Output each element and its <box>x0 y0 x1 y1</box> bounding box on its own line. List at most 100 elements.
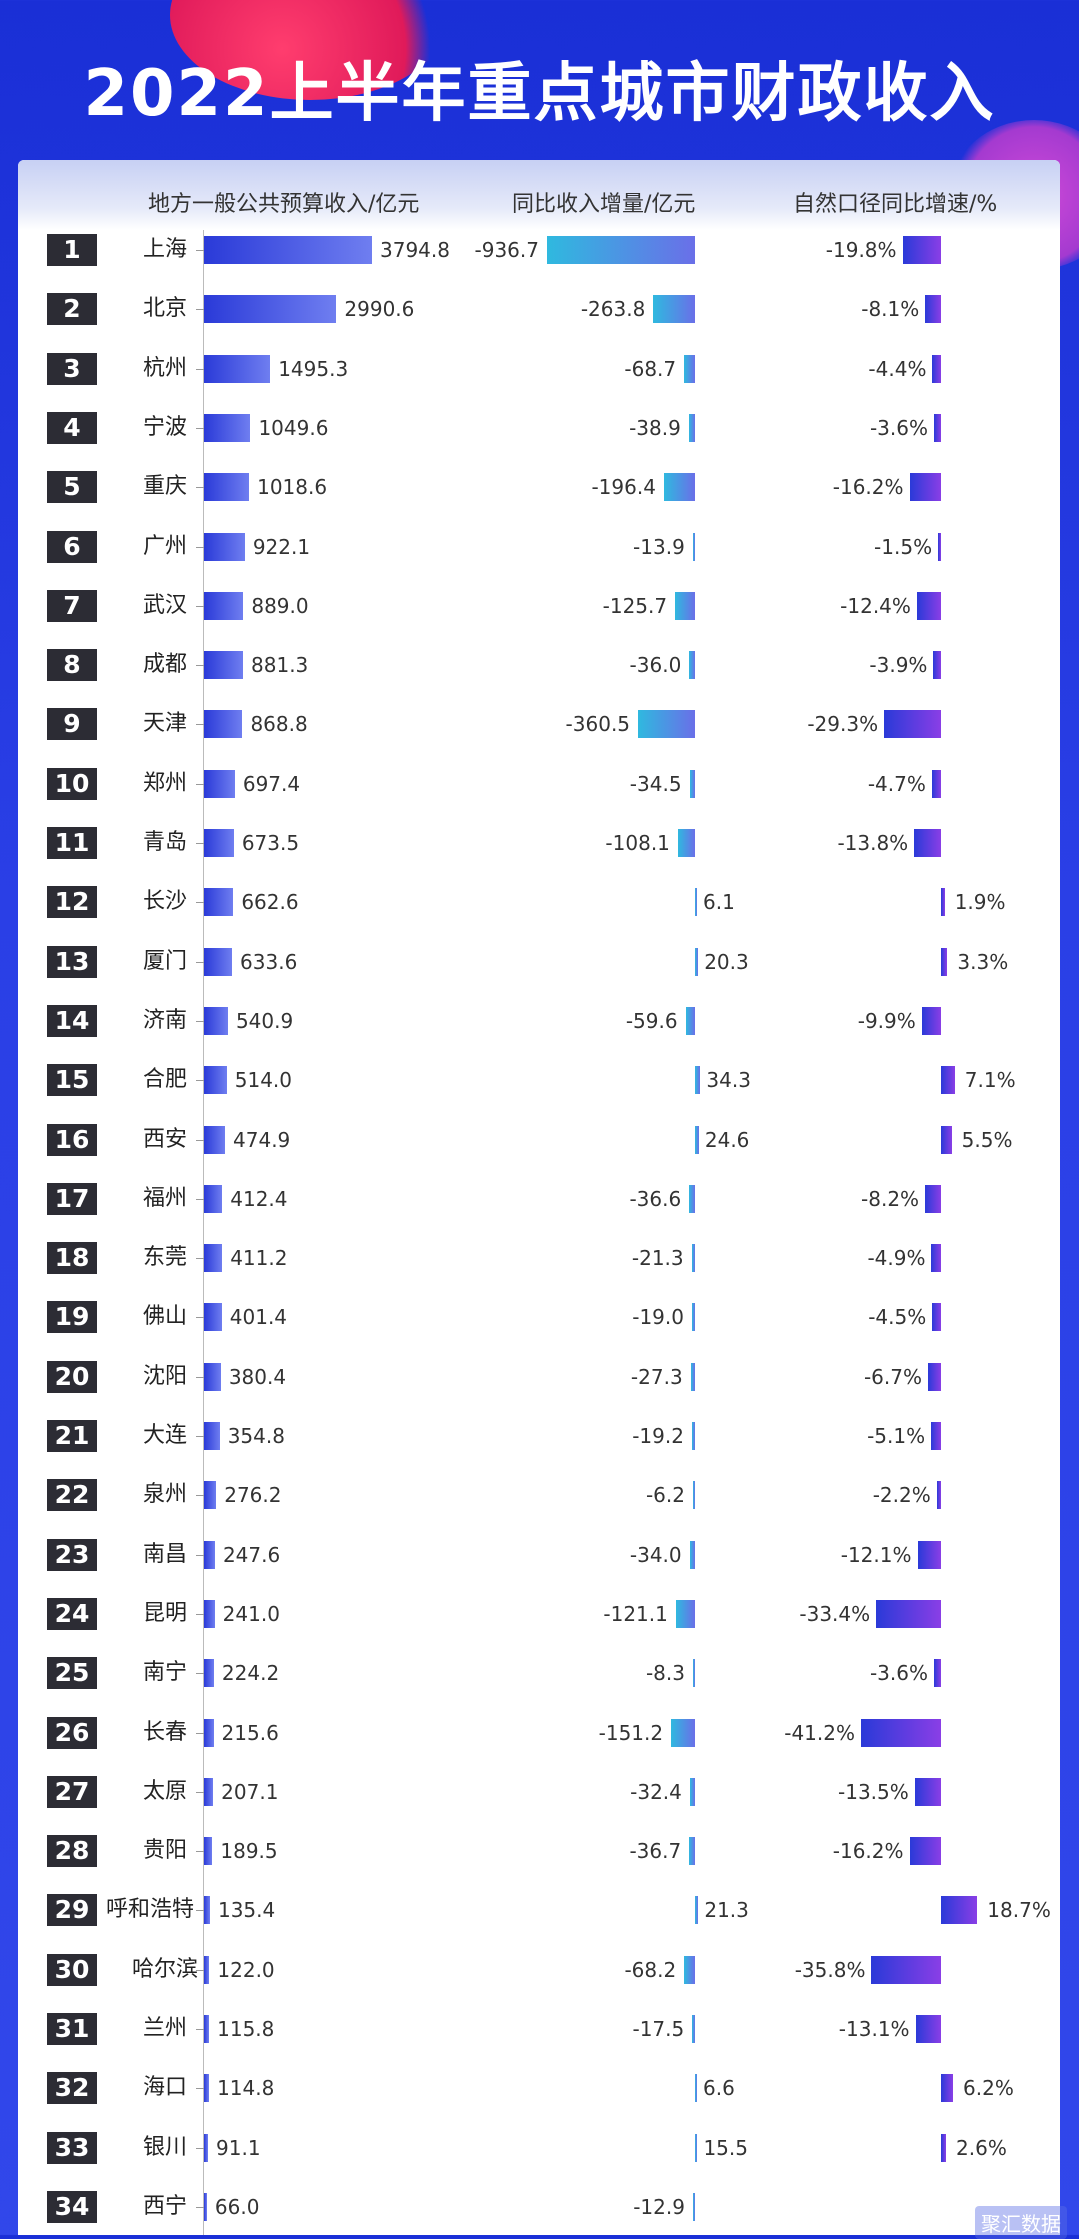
increase-value: -19.0 <box>632 1305 684 1330</box>
growth-bar <box>909 473 941 502</box>
increase-value: -125.7 <box>602 593 668 618</box>
increase-bar <box>547 236 695 264</box>
revenue-bar <box>204 473 250 502</box>
revenue-value: 66.0 <box>214 2194 260 2219</box>
growth-value: -4.5% <box>868 1305 927 1330</box>
city-name: 昆明 <box>142 1600 187 1626</box>
axis-tick <box>196 783 206 785</box>
increase-value: -108.1 <box>605 831 670 855</box>
city-name: 成都 <box>142 652 187 678</box>
revenue-bar <box>204 1837 213 1866</box>
axis-tick <box>196 2029 206 2030</box>
growth-bar <box>876 1599 941 1628</box>
city-name: 宁波 <box>142 414 187 440</box>
increase-bar <box>693 1659 695 1688</box>
axis-tick <box>196 1080 206 1082</box>
growth-bar <box>909 1837 941 1866</box>
city-name: 呼和浩特 <box>105 1897 194 1923</box>
axis-tick <box>196 1791 206 1793</box>
city-name: 厦门 <box>142 948 187 974</box>
growth-bar <box>916 591 941 620</box>
increase-value: -59.6 <box>625 1008 678 1033</box>
revenue-bar <box>204 888 234 917</box>
growth-bar <box>941 1066 955 1095</box>
revenue-value: 354.8 <box>227 1424 285 1448</box>
increase-bar <box>695 2074 697 2103</box>
city-name: 广州 <box>142 533 187 559</box>
rank-badge: 24 <box>47 1597 97 1630</box>
increase-bar <box>677 829 695 857</box>
growth-value: -5.1% <box>867 1424 926 1448</box>
increase-value: 6.1 <box>703 890 735 915</box>
revenue-value: 1018.6 <box>257 475 328 500</box>
axis-tick <box>196 1732 206 1734</box>
rank-badge: 4 <box>47 411 97 444</box>
growth-value: 5.5% <box>961 1127 1013 1152</box>
revenue-bar <box>204 413 251 442</box>
city-name: 佛山 <box>142 1304 187 1330</box>
revenue-bar <box>204 651 244 680</box>
growth-value: -12.4% <box>840 593 911 618</box>
axis-tick <box>196 1317 206 1319</box>
increase-value: 6.6 <box>703 2076 735 2101</box>
revenue-value: 673.5 <box>241 831 300 855</box>
growth-value: -16.2% <box>832 475 904 500</box>
axis-tick <box>196 724 206 726</box>
increase-bar <box>675 1599 695 1628</box>
revenue-bar <box>204 236 372 264</box>
rank-badge: 29 <box>47 1894 97 1927</box>
increase-value: -12.9 <box>633 2194 685 2219</box>
revenue-value: 241.0 <box>222 1601 280 1626</box>
growth-bar <box>921 1006 941 1035</box>
growth-bar <box>932 354 941 383</box>
increase-value: -19.2 <box>632 1424 684 1448</box>
revenue-value: 135.4 <box>217 1898 276 1923</box>
rank-badge: 21 <box>47 1420 97 1452</box>
increase-bar <box>692 532 695 561</box>
revenue-bar <box>204 2133 209 2162</box>
axis-tick <box>196 1910 206 1912</box>
rank-badge: 14 <box>47 1004 97 1037</box>
rank-badge: 8 <box>47 649 97 682</box>
axis-tick <box>196 1613 206 1615</box>
increase-value: 24.6 <box>704 1127 750 1152</box>
city-name: 兰州 <box>142 2016 187 2041</box>
rank-badge: 34 <box>47 2190 97 2223</box>
rank-badge: 31 <box>47 2013 97 2045</box>
increase-bar <box>653 295 695 324</box>
axis-tick <box>196 902 206 904</box>
city-name: 济南 <box>142 1007 187 1033</box>
growth-value: -1.5% <box>874 534 933 559</box>
city-name: 长沙 <box>142 889 187 915</box>
growth-value: -13.8% <box>837 831 909 855</box>
revenue-bar <box>204 947 233 976</box>
city-name: 南宁 <box>142 1660 187 1686</box>
growth-value: -13.1% <box>838 2017 910 2041</box>
growth-bar <box>925 295 941 324</box>
city-name: 天津 <box>142 711 187 737</box>
increase-value: -36.7 <box>629 1839 682 1864</box>
growth-bar <box>914 1777 941 1806</box>
growth-value: -9.9% <box>857 1008 916 1033</box>
increase-value: -34.5 <box>629 771 682 796</box>
axis-tick <box>196 1198 206 1200</box>
increase-value: -32.4 <box>630 1779 682 1804</box>
increase-value: -151.2 <box>598 1720 664 1745</box>
increase-value: -360.5 <box>565 712 631 737</box>
increase-bar <box>688 413 695 442</box>
city-name: 银川 <box>142 2134 187 2160</box>
revenue-value: 868.8 <box>250 712 308 737</box>
axis-tick <box>196 665 206 667</box>
rank-badge: 25 <box>47 1657 97 1690</box>
revenue-value: 122.0 <box>217 1957 275 1982</box>
rank-badge: 11 <box>47 827 97 859</box>
revenue-bar <box>204 2192 207 2221</box>
increase-value: 15.5 <box>703 2135 748 2160</box>
axis-tick <box>196 843 206 844</box>
revenue-value: 697.4 <box>242 771 301 796</box>
increase-bar <box>689 769 695 798</box>
revenue-value: 401.4 <box>229 1305 288 1330</box>
rank-badge: 3 <box>47 352 97 385</box>
growth-value: 18.7% <box>987 1898 1051 1923</box>
growth-bar <box>925 1184 941 1213</box>
